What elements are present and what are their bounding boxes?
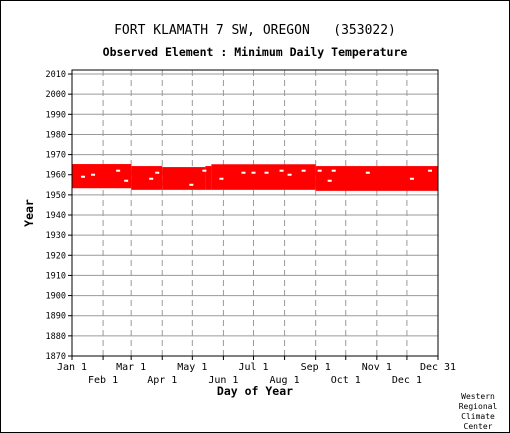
x-tick-label: Feb 1	[88, 375, 118, 386]
missing-mark	[124, 179, 129, 182]
y-tick-label: 1920	[46, 251, 66, 261]
y-tick-label: 1990	[46, 110, 66, 120]
credit-line: Climate	[461, 412, 495, 421]
grid-lines	[72, 70, 438, 357]
wrcc-credit: Western Regional Climate Center	[453, 392, 503, 432]
missing-mark	[409, 177, 414, 180]
y-tick-label: 2010	[46, 70, 66, 80]
missing-mark	[279, 169, 284, 172]
missing-mark	[317, 169, 322, 172]
x-tick-label: Apr 1	[147, 375, 177, 386]
credit-line: Western	[461, 392, 495, 401]
x-tick-label: Dec 31	[420, 362, 456, 373]
plot-border	[71, 69, 439, 357]
x-tick-label: Mar 1	[116, 362, 146, 373]
y-tick-label: 1950	[46, 191, 66, 201]
y-axis-label: Year	[22, 199, 36, 227]
missing-mark	[241, 171, 246, 174]
missing-mark	[427, 169, 432, 172]
x-tick-label: Nov 1	[362, 362, 392, 373]
y-tick-label: 1970	[46, 151, 66, 161]
credit-line: Center	[463, 422, 493, 431]
axis-labels: 1870 1880 1890 1900 1910 1920 1930 1940 1950 1960…	[22, 70, 456, 398]
y-tick-label: 1910	[46, 271, 66, 281]
y-tick-label: 1880	[46, 332, 66, 342]
x-tick-label: Sep 1	[301, 362, 331, 373]
x-tick-label: Jun 1	[208, 375, 238, 386]
x-tick-label: Jan 1	[57, 362, 87, 373]
x-tick-label: Dec 1	[392, 375, 422, 386]
x-tick-label: Aug 1	[270, 375, 300, 386]
x-tick-label: Jul 1	[238, 362, 268, 373]
chart-title: FORT KLAMATH 7 SW, OREGON (353022)	[114, 23, 396, 38]
missing-mark	[287, 173, 292, 176]
y-tick-label: 2000	[46, 90, 66, 100]
credit-line: Regional	[458, 402, 498, 411]
y-tick-label: 1980	[46, 130, 66, 140]
observed-block	[205, 166, 212, 190]
chart-subtitle: Observed Element : Minimum Daily Tempera…	[102, 45, 408, 59]
missing-mark	[251, 171, 256, 174]
observation-marks	[72, 164, 438, 191]
y-tick-label: 1960	[46, 171, 66, 181]
y-tick-label: 1930	[46, 231, 66, 241]
observed-block	[72, 164, 132, 189]
observed-block	[211, 164, 316, 190]
missing-mark	[365, 171, 370, 174]
observed-block	[162, 167, 206, 190]
y-tick-label: 1900	[46, 292, 66, 302]
observed-block	[131, 166, 163, 190]
y-tick-label: 1870	[46, 352, 66, 362]
missing-mark	[327, 179, 332, 182]
missing-mark	[264, 171, 269, 174]
missing-mark	[155, 171, 160, 174]
x-axis-label: Day of Year	[217, 384, 293, 398]
x-tick-label: May 1	[177, 362, 207, 373]
y-tick-label: 1940	[46, 211, 66, 221]
x-tick-label: Oct 1	[331, 375, 361, 386]
missing-mark	[331, 169, 336, 172]
missing-mark	[81, 175, 86, 178]
missing-mark	[219, 177, 224, 180]
missing-mark	[301, 169, 306, 172]
y-tick-label: 1890	[46, 312, 66, 322]
missing-mark	[116, 169, 121, 172]
missing-mark	[189, 183, 194, 186]
missing-mark	[91, 173, 96, 176]
observed-block	[315, 166, 438, 191]
missing-mark	[149, 177, 154, 180]
missing-mark	[202, 169, 207, 172]
